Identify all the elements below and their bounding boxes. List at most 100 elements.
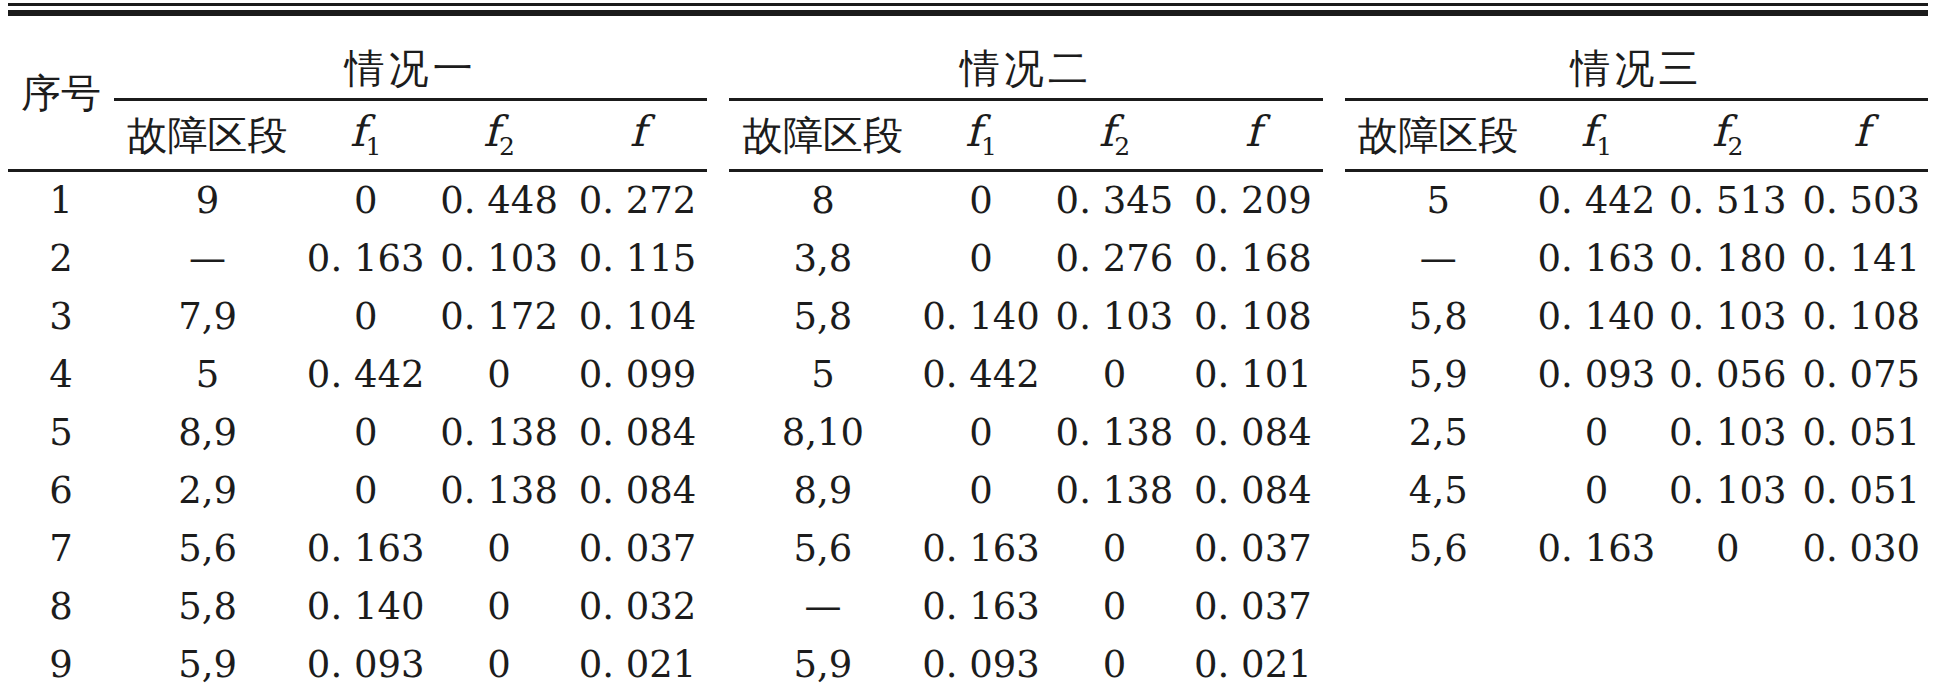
data-cell: 0. 032 — [568, 578, 707, 636]
table-row: 58,900. 1380. 0848,1000. 1380. 0842,500.… — [8, 404, 1928, 462]
table-row: 95,90. 09300. 0215,90. 09300. 021 — [8, 636, 1928, 688]
data-cell: 0. 168 — [1183, 230, 1322, 288]
data-cell: — — [114, 230, 301, 288]
column-gap — [707, 346, 729, 404]
f2-symbol: f — [483, 107, 499, 156]
data-cell: 5,6 — [729, 520, 916, 578]
table-row: 2—0. 1630. 1030. 1153,800. 2760. 168—0. … — [8, 230, 1928, 288]
data-cell: 0 — [301, 288, 430, 346]
data-cell: 5 — [729, 346, 916, 404]
data-cell: 5 — [1345, 171, 1532, 231]
col-header-f-case3: f — [1794, 100, 1928, 171]
data-cell: 0. 138 — [430, 404, 567, 462]
column-gap — [707, 578, 729, 636]
column-gap — [1323, 171, 1345, 231]
data-cell: 0. 163 — [1532, 230, 1661, 288]
data-cell: 0 — [1532, 462, 1661, 520]
seq-cell: 8 — [8, 578, 114, 636]
data-cell: 0 — [301, 462, 430, 520]
data-cell: 0. 056 — [1661, 346, 1794, 404]
table-row: 85,80. 14000. 032—0. 16300. 037 — [8, 578, 1928, 636]
f2-symbol: f — [1712, 107, 1728, 156]
table-row: 37,900. 1720. 1045,80. 1400. 1030. 1085,… — [8, 288, 1928, 346]
seq-cell: 4 — [8, 346, 114, 404]
data-cell: 0 — [430, 636, 567, 688]
column-gap — [1323, 404, 1345, 462]
f-symbol: f — [1853, 107, 1869, 156]
data-cell: 0 — [301, 171, 430, 231]
data-cell: 0 — [916, 404, 1045, 462]
table-header: 序号 情况一 情况二 情况三 故障区段 f1 f2 f 故障区段 f1 f2 f… — [8, 16, 1928, 171]
data-cell: 5,8 — [114, 578, 301, 636]
f2-symbol: f — [1099, 107, 1115, 156]
seq-cell: 3 — [8, 288, 114, 346]
data-cell: 0. 163 — [916, 578, 1045, 636]
data-cell: 2,9 — [114, 462, 301, 520]
seq-cell: 5 — [8, 404, 114, 462]
data-cell: 0. 051 — [1794, 404, 1928, 462]
data-table: 序号 情况一 情况二 情况三 故障区段 f1 f2 f 故障区段 f1 f2 f… — [8, 16, 1928, 688]
data-cell: 0 — [430, 578, 567, 636]
column-gap — [1323, 230, 1345, 288]
column-gap — [707, 171, 729, 231]
data-cell: 0. 141 — [1794, 230, 1928, 288]
seq-cell: 2 — [8, 230, 114, 288]
data-cell: 0. 030 — [1794, 520, 1928, 578]
data-cell — [1794, 578, 1928, 636]
data-cell: 5,9 — [1345, 346, 1532, 404]
data-cell: 5,6 — [114, 520, 301, 578]
data-cell: 0. 108 — [1794, 288, 1928, 346]
data-cell: 4,5 — [1345, 462, 1532, 520]
data-cell: 0. 037 — [1183, 520, 1322, 578]
data-cell — [1532, 636, 1661, 688]
group-header-row: 序号 情况一 情况二 情况三 — [8, 16, 1928, 100]
data-cell: 0 — [916, 462, 1045, 520]
seq-cell: 6 — [8, 462, 114, 520]
data-cell: — — [1345, 230, 1532, 288]
col-header-f1-case3: f1 — [1532, 100, 1661, 171]
col-header-f1-case1: f1 — [301, 100, 430, 171]
data-cell: 0. 503 — [1794, 171, 1928, 231]
data-cell: 0 — [1661, 520, 1794, 578]
data-cell: 0. 163 — [916, 520, 1045, 578]
col-header-f-case1: f — [568, 100, 707, 171]
data-cell: 0. 140 — [916, 288, 1045, 346]
table-row: 450. 44200. 09950. 44200. 1015,90. 0930.… — [8, 346, 1928, 404]
data-cell: 0. 084 — [568, 404, 707, 462]
data-cell: 0. 103 — [1046, 288, 1183, 346]
group-header-case3: 情况三 — [1345, 16, 1928, 100]
data-cell: 0 — [301, 404, 430, 462]
data-cell — [1345, 636, 1532, 688]
data-cell: 5,8 — [1345, 288, 1532, 346]
data-cell: 2,5 — [1345, 404, 1532, 462]
column-gap — [707, 462, 729, 520]
column-gap — [1323, 288, 1345, 346]
data-cell: 0. 108 — [1183, 288, 1322, 346]
data-cell: 9 — [114, 171, 301, 231]
col-header-f-case2: f — [1183, 100, 1322, 171]
data-cell: 0. 099 — [568, 346, 707, 404]
column-gap — [707, 288, 729, 346]
data-cell — [1794, 636, 1928, 688]
data-cell: 0 — [916, 171, 1045, 231]
paper-table-figure: 序号 情况一 情况二 情况三 故障区段 f1 f2 f 故障区段 f1 f2 f… — [0, 0, 1936, 688]
column-gap — [1323, 346, 1345, 404]
data-cell: 0. 084 — [1183, 404, 1322, 462]
data-cell: 0 — [1046, 520, 1183, 578]
table-row: 62,900. 1380. 0848,900. 1380. 0844,500. … — [8, 462, 1928, 520]
data-cell: 0. 138 — [1046, 462, 1183, 520]
table-row: 1900. 4480. 272800. 3450. 20950. 4420. 5… — [8, 171, 1928, 231]
data-cell: 8,9 — [729, 462, 916, 520]
column-gap — [1323, 462, 1345, 520]
data-cell: 0. 037 — [568, 520, 707, 578]
data-cell: 0 — [1046, 636, 1183, 688]
data-cell: 0. 101 — [1183, 346, 1322, 404]
f-symbol: f — [1245, 107, 1261, 156]
data-cell: 5,9 — [114, 636, 301, 688]
data-cell: 0. 037 — [1183, 578, 1322, 636]
column-gap — [707, 636, 729, 688]
data-cell: 0. 276 — [1046, 230, 1183, 288]
data-cell: 5,6 — [1345, 520, 1532, 578]
seq-cell: 1 — [8, 171, 114, 231]
data-cell: 0. 021 — [568, 636, 707, 688]
